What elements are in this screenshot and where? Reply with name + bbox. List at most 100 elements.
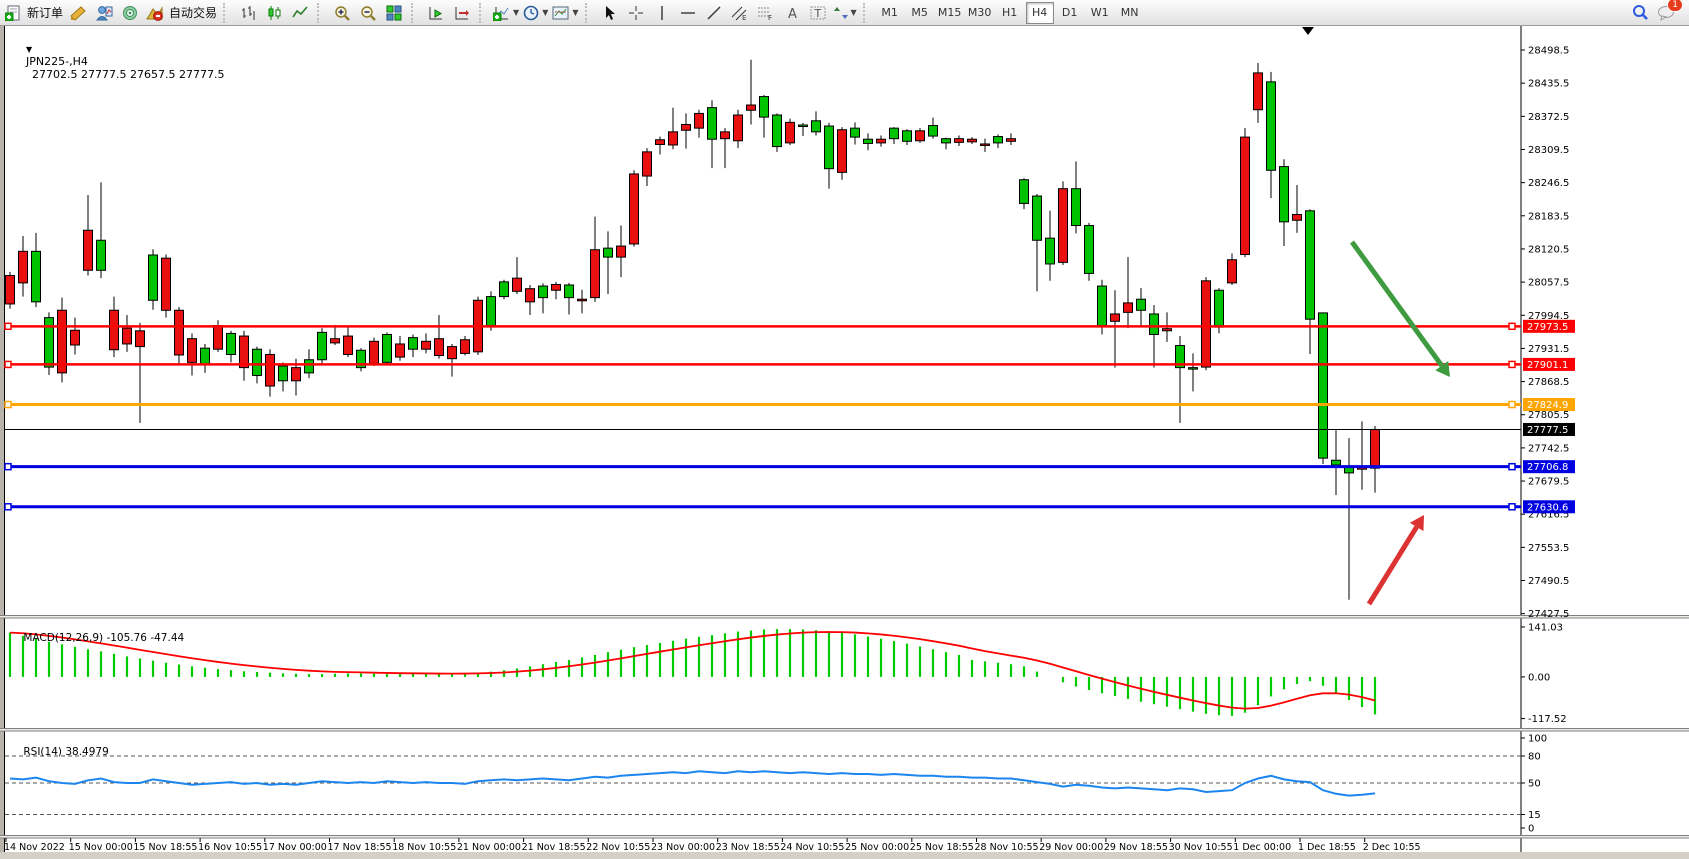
svg-text:17 Nov 18:55: 17 Nov 18:55 [328,842,392,853]
candle [1331,459,1341,466]
dropdown-caret-icon: ▼ [572,8,579,17]
dropdown-caret-icon: ▼ [850,8,857,17]
tile-windows-button[interactable] [382,1,406,24]
line-handle [1508,462,1516,471]
timeframe-m30-button[interactable]: M30 [967,6,992,19]
timeframe-m5-button[interactable]: M5 [911,6,928,19]
hline-tool-button[interactable] [676,1,700,24]
current-price-line: 27777.5 [5,422,1575,436]
candle [694,112,704,129]
candle [1006,138,1016,142]
zoom-in-button[interactable] [330,1,354,24]
drawing-tools-group: E F A T [594,1,862,25]
candle [629,173,639,245]
candle [382,333,392,363]
dropdown-caret-icon: ▼ [542,8,549,17]
candle [278,365,288,382]
vline-tool-button[interactable] [650,1,674,24]
line-handle [4,462,12,471]
timeframe-d1-button[interactable]: D1 [1061,6,1078,19]
signals-button[interactable] [118,1,142,24]
search-button[interactable] [1628,1,1652,24]
shapes-tool-button[interactable]: ▼ [832,1,858,24]
svg-text:22 Nov 10:55: 22 Nov 10:55 [586,842,650,853]
clock-icon [523,5,539,20]
dropdown-caret-icon: ▼ [513,8,520,17]
svg-text:1 Dec 18:55: 1 Dec 18:55 [1298,842,1356,853]
time-axis[interactable]: 14 Nov 2022 15 Nov 00:00 15 Nov 18:55 16 No… [4,838,1421,853]
candle [590,249,600,299]
timeframe-w1-button[interactable]: W1 [1090,6,1109,19]
svg-text:E: E [742,14,746,21]
candle [902,130,912,142]
templates-button[interactable]: ▼ [551,1,579,24]
svg-text:27742.5: 27742.5 [1528,443,1569,454]
candle [1097,285,1107,327]
candle [863,138,873,144]
splitter-macd-rsi[interactable] [0,728,1689,732]
price-axis: 28498.5 28435.5 28372.5 28309.5 28246.5 28183… [1521,46,1569,620]
line-handle [4,360,12,369]
news-button[interactable] [66,1,90,24]
auto-scroll-button[interactable] [424,1,448,24]
splitter-main-macd[interactable] [0,615,1689,619]
fibonacci-tool-button[interactable]: F [754,1,778,24]
horizontal-lines[interactable]: 27973.5 27901.1 27824.9 27706.8 27630.6 [4,319,1575,514]
insert-group: ▼ ▼ ▼ [488,1,583,25]
trendline-tool-button[interactable] [702,1,726,24]
timeframe-mn-button[interactable]: MN [1120,6,1139,19]
candle [161,257,171,311]
candle [343,335,353,355]
chat-button[interactable]: 1 [1654,0,1683,24]
line-chart-button[interactable] [288,1,312,24]
candle [122,327,132,345]
candle [70,329,80,346]
candle [226,332,236,355]
svg-text:30 Nov 10:55: 30 Nov 10:55 [1169,842,1233,853]
candlestick-chart-button[interactable] [262,1,286,24]
candle [967,138,977,143]
cursor-tool-button[interactable] [598,1,622,24]
candle [499,281,509,298]
timeframe-h4-button[interactable]: H4 [1025,1,1054,24]
auto-trading-button[interactable]: 自动交易 [144,1,218,24]
channel-tool-button[interactable]: E [728,1,752,24]
timeframe-group: M1 M5 M15 M30 H1 H4 D1 W1 MN [872,1,1148,25]
svg-text:50: 50 [1528,779,1541,790]
price-tag [1523,500,1575,514]
red-up-arrow[interactable] [1366,515,1424,606]
crosshair-tool-button[interactable] [624,1,648,24]
line-handle [4,400,12,409]
svg-text:21 Nov 00:00: 21 Nov 00:00 [457,842,521,853]
svg-text:27679.5: 27679.5 [1528,477,1569,488]
periods-button[interactable]: ▼ [522,1,549,24]
timeframe-m15-button[interactable]: M15 [937,6,962,19]
auto-trading-icon [146,5,163,21]
candle [785,121,795,144]
toolbar-separator [317,2,325,23]
svg-text:28183.5: 28183.5 [1528,211,1569,222]
toolbar-separator [223,2,231,23]
zoom-out-button[interactable] [356,1,380,24]
candle [772,114,782,148]
candle [57,309,67,374]
svg-text:A: A [788,7,797,21]
candle [564,284,574,299]
scroll-group [420,1,478,25]
timeframe-m1-button[interactable]: M1 [881,6,898,19]
chart-shift-icon [455,6,470,19]
timeframe-h1-button[interactable]: H1 [1002,6,1018,19]
green-down-arrow[interactable] [1349,240,1450,377]
svg-text:16 Nov 10:55: 16 Nov 10:55 [198,842,262,853]
label-tool-button[interactable]: T [806,1,830,24]
splitter-rsi-axis[interactable] [0,835,1689,839]
svg-text:27931.5: 27931.5 [1528,344,1569,355]
market-watch-button[interactable] [92,1,116,24]
indicators-button[interactable]: ▼ [492,1,520,24]
text-tool-button[interactable]: A [780,1,804,24]
new-order-button[interactable]: 新订单 [4,1,64,24]
one-click-expander-icon[interactable]: ▼ [26,45,33,54]
chart-shift-button[interactable] [450,1,474,24]
bar-chart-button[interactable] [236,1,260,24]
